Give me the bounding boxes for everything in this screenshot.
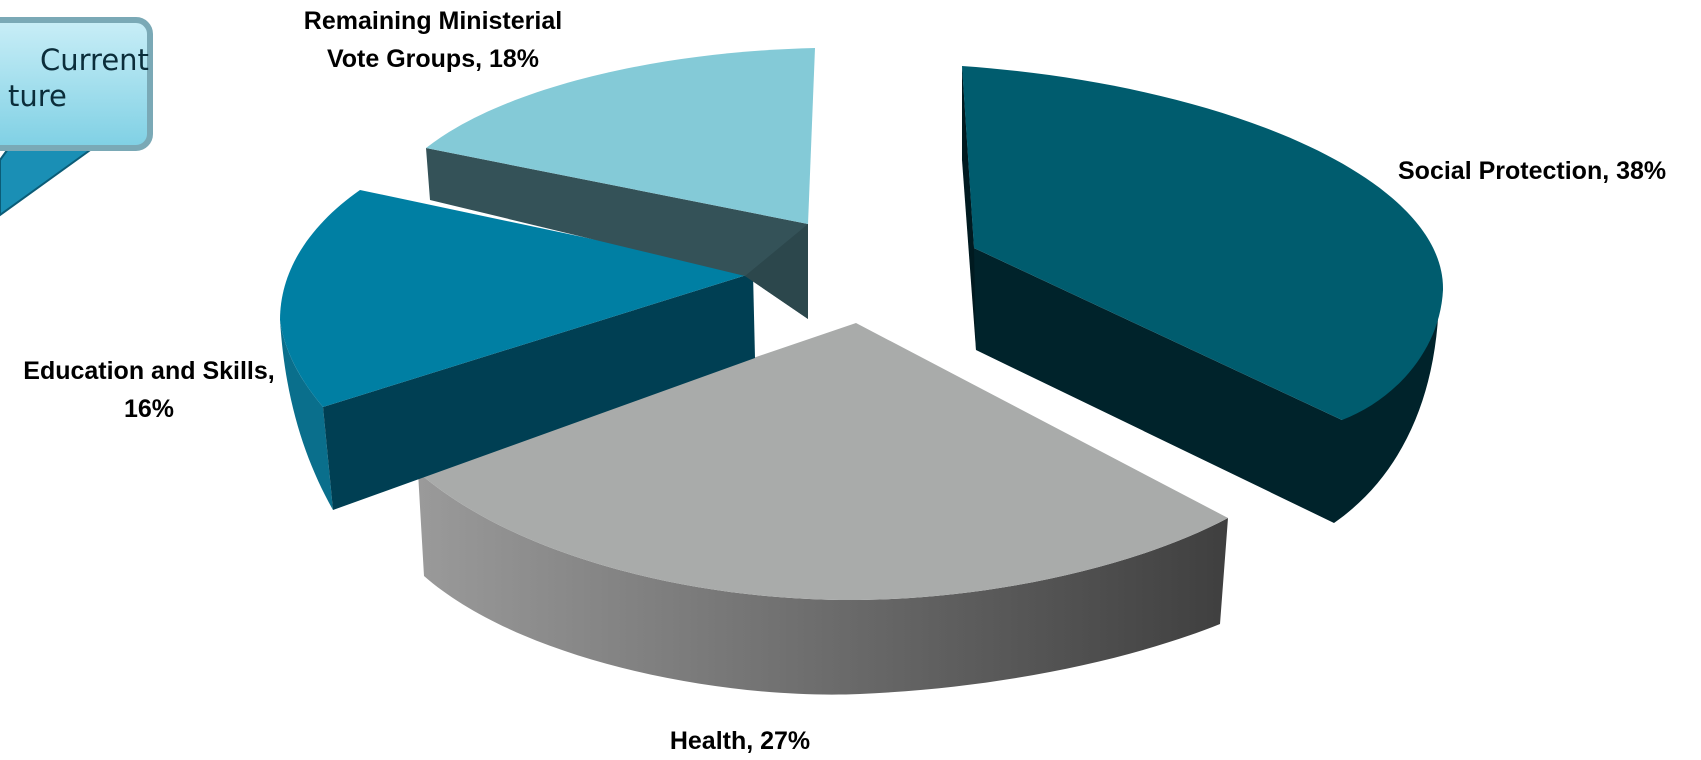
- data-label-education-and-skills: Education and Skills, 16%: [6, 352, 292, 428]
- callout-body: [0, 17, 153, 151]
- slice-side-remaining-front: [745, 224, 808, 319]
- data-label-remaining-line-2: Vote Groups, 18%: [326, 45, 540, 73]
- slice-education-and-skills: [280, 190, 755, 510]
- callout-text: Current ture: [8, 42, 149, 114]
- slice-top-health: [418, 323, 1228, 600]
- data-label-social-protection: Social Protection, 38%: [1398, 152, 1698, 190]
- slice-top-remaining: [426, 48, 815, 224]
- slice-top-social-protection: [962, 66, 1444, 420]
- callout-box: [0, 17, 153, 217]
- data-label-education-line-1: Education and Skills,: [23, 357, 275, 385]
- slice-social-protection: [962, 66, 1444, 523]
- slice-side-education: [323, 273, 755, 510]
- data-label-health: Health, 27%: [620, 722, 860, 760]
- slice-remaining-ministerial: [426, 48, 815, 319]
- callout-line-2: ture: [8, 79, 67, 113]
- slice-top-education: [280, 190, 753, 407]
- slice-health: [418, 323, 1228, 695]
- slice-side-education-left: [280, 320, 333, 510]
- slice-side-social-protection-left: [962, 66, 976, 350]
- slice-side-social-protection: [962, 66, 1440, 523]
- data-label-education-line-2: 16%: [123, 395, 175, 423]
- slice-side-remaining: [426, 148, 808, 319]
- callout-line-1: Current: [40, 43, 149, 77]
- data-label-health-text: Health, 27%: [669, 727, 811, 755]
- data-label-social-protection-text: Social Protection, 38%: [1398, 157, 1667, 185]
- data-label-remaining-line-1: Remaining Ministerial: [303, 7, 563, 35]
- data-label-remaining-ministerial: Remaining Ministerial Vote Groups, 18%: [268, 2, 598, 78]
- slice-side-health: [418, 472, 1228, 695]
